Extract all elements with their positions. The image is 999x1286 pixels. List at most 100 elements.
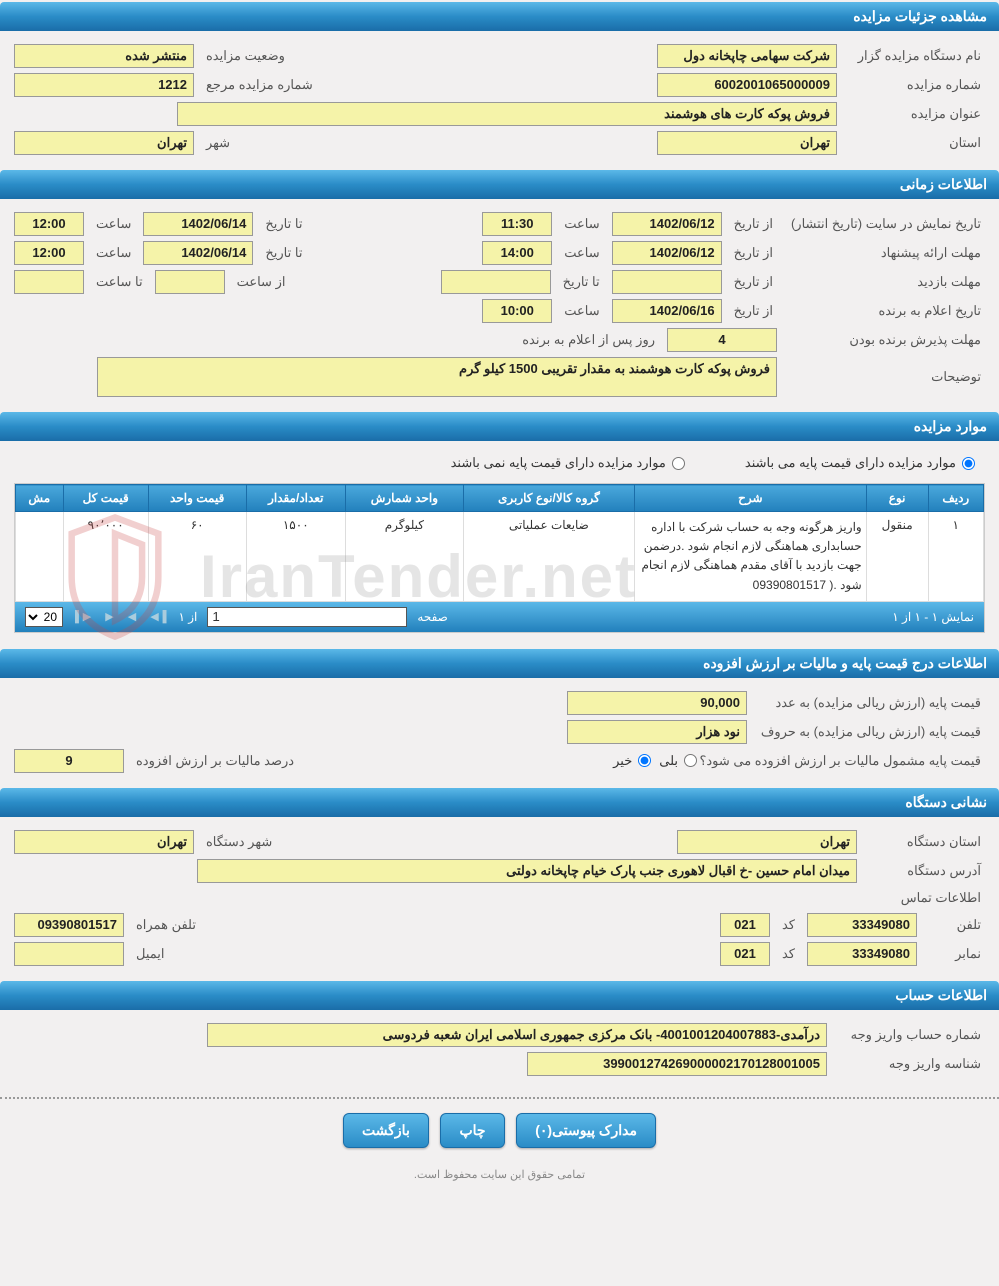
col-img: مش bbox=[16, 485, 64, 512]
section-header-items: موارد مزایده bbox=[0, 412, 999, 441]
num-label: شماره مزایده bbox=[845, 75, 985, 95]
radio-has-base-price[interactable]: موارد مزایده دارای قیمت پایه می باشند bbox=[745, 455, 975, 471]
publish-label: تاریخ نمایش در سایت (تاریخ انتشار) bbox=[785, 214, 985, 234]
winner-from-time: 10:00 bbox=[482, 299, 552, 323]
publish-to-time: 12:00 bbox=[14, 212, 84, 236]
items-table: ردیف نوع شرح گروه کالا/نوع کاربری واحد ش… bbox=[15, 484, 984, 602]
cell-img bbox=[16, 512, 64, 602]
cell-group: ضایعات عملیاتی bbox=[463, 512, 634, 602]
attachments-button[interactable]: مدارک پیوستی(۰) bbox=[516, 1113, 656, 1148]
acc-id-value: 399001274269000002170128001005 bbox=[527, 1052, 827, 1076]
province-label: استان bbox=[845, 133, 985, 153]
addr-province-label: استان دستگاه bbox=[865, 832, 985, 852]
offer-from-time: 14:00 bbox=[482, 241, 552, 265]
pager-size-select[interactable]: 20 bbox=[25, 607, 63, 627]
city-value: تهران bbox=[14, 131, 194, 155]
addr-city-label: شهر دستگاه bbox=[202, 832, 276, 852]
desc-value: فروش پوکه کارت هوشمند به مقدار تقریبی 15… bbox=[97, 357, 777, 397]
org-value: شرکت سهامی چاپخانه دول bbox=[657, 44, 837, 68]
visit-from-time bbox=[155, 270, 225, 294]
cell-unit-price: ۶۰ bbox=[148, 512, 246, 602]
city-label: شهر bbox=[202, 133, 234, 153]
accept-days: 4 bbox=[667, 328, 777, 352]
offer-from-date: 1402/06/12 bbox=[612, 241, 722, 265]
section-header-price: اطلاعات درج قیمت پایه و مالیات بر ارزش ا… bbox=[0, 649, 999, 678]
cell-desc: واریز هرگونه وجه به حساب شرکت با اداره ح… bbox=[635, 512, 867, 602]
visit-to-time bbox=[14, 270, 84, 294]
time-label2: ساعت bbox=[92, 214, 135, 234]
radio-vat-yes[interactable]: بلی bbox=[659, 753, 697, 769]
col-unit-price: قیمت واحد bbox=[148, 485, 246, 512]
ref-value: 1212 bbox=[14, 73, 194, 97]
winner-from-date: 1402/06/16 bbox=[612, 299, 722, 323]
fax-value: 33349080 bbox=[807, 942, 917, 966]
radio-no-input[interactable] bbox=[672, 457, 685, 470]
cell-unit: کیلوگرم bbox=[345, 512, 463, 602]
province-value: تهران bbox=[657, 131, 837, 155]
radio-no-base-price[interactable]: موارد مزایده دارای قیمت پایه نمی باشند bbox=[451, 455, 685, 471]
pager-prev-icon[interactable]: ◀ bbox=[126, 610, 138, 623]
offer-to-time: 12:00 bbox=[14, 241, 84, 265]
pager-summary: نمایش ۱ - ۱ از ۱ bbox=[892, 610, 974, 624]
col-type: نوع bbox=[866, 485, 928, 512]
num-value: 6002001065000009 bbox=[657, 73, 837, 97]
fax-label: نمابر bbox=[925, 944, 985, 964]
col-qty: تعداد/مقدار bbox=[246, 485, 345, 512]
phone-label: تلفن bbox=[925, 915, 985, 935]
radio-has-input[interactable] bbox=[962, 457, 975, 470]
section-header-time: اطلاعات زمانی bbox=[0, 170, 999, 199]
ref-label: شماره مزایده مرجع bbox=[202, 75, 317, 95]
phone-value: 33349080 bbox=[807, 913, 917, 937]
visit-label: مهلت بازدید bbox=[785, 272, 985, 292]
pager-page-input[interactable] bbox=[207, 607, 407, 627]
col-row: ردیف bbox=[928, 485, 983, 512]
email-label: ایمیل bbox=[132, 944, 169, 964]
col-desc: شرح bbox=[635, 485, 867, 512]
status-value: منتشر شده bbox=[14, 44, 194, 68]
pager-first-icon[interactable]: ▐◀ bbox=[148, 610, 168, 623]
print-button[interactable]: چاپ bbox=[440, 1113, 504, 1148]
addr-label: آدرس دستگاه bbox=[865, 861, 985, 881]
fax-code-value: 021 bbox=[720, 942, 770, 966]
winner-label: تاریخ اعلام به برنده bbox=[785, 301, 985, 321]
acc-label: شماره حساب واریز وجه bbox=[835, 1025, 985, 1045]
section-header-address: نشانی دستگاه bbox=[0, 788, 999, 817]
from-date-label: از تاریخ bbox=[730, 214, 777, 234]
table-pager: نمایش ۱ - ۱ از ۱ صفحه از ۱ ▐◀ ◀ ▶ ▶▌ 20 bbox=[15, 602, 984, 632]
title-label: عنوان مزایده bbox=[845, 104, 985, 124]
pager-next-icon[interactable]: ▶ bbox=[103, 610, 115, 623]
offer-to-date: 1402/06/14 bbox=[143, 241, 253, 265]
acc-id-label: شناسه واریز وجه bbox=[835, 1054, 985, 1074]
visit-to-date bbox=[441, 270, 551, 294]
cell-type: منقول bbox=[866, 512, 928, 602]
desc-label: توضیحات bbox=[785, 367, 985, 387]
base-txt-label: قیمت پایه (ارزش ریالی مزایده) به حروف bbox=[755, 722, 985, 742]
radio-vat-no[interactable]: خیر bbox=[613, 753, 651, 769]
org-label: نام دستگاه مزایده گزار bbox=[845, 46, 985, 66]
to-date-label: تا تاریخ bbox=[261, 214, 306, 234]
col-unit: واحد شمارش bbox=[345, 485, 463, 512]
fax-code-label: کد bbox=[778, 944, 799, 964]
accept-suffix: روز پس از اعلام به برنده bbox=[518, 330, 659, 350]
table-row[interactable]: ۱ منقول واریز هرگونه وجه به حساب شرکت با… bbox=[16, 512, 984, 602]
back-button[interactable]: بازگشت bbox=[343, 1113, 429, 1148]
base-num-label: قیمت پایه (ارزش ریالی مزایده) به عدد bbox=[755, 693, 985, 713]
cell-total: ۹۰٬۰۰۰ bbox=[63, 512, 148, 602]
title-value: فروش پوکه کارت های هوشمند bbox=[177, 102, 837, 126]
addr-value: میدان امام حسین -خ اقبال لاهوری جنب پارک… bbox=[197, 859, 857, 883]
mobile-label: تلفن همراه bbox=[132, 915, 200, 935]
vat-q-label: قیمت پایه مشمول مالیات بر ارزش افزوده می… bbox=[705, 751, 985, 771]
col-group: گروه کالا/نوع کاربری bbox=[463, 485, 634, 512]
footer-text: تمامی حقوق این سایت محفوظ است. bbox=[0, 1162, 999, 1187]
vat-pct-value: 9 bbox=[14, 749, 124, 773]
phone-code-value: 021 bbox=[720, 913, 770, 937]
publish-to-date: 1402/06/14 bbox=[143, 212, 253, 236]
base-num-value: 90,000 bbox=[567, 691, 747, 715]
email-value bbox=[14, 942, 124, 966]
section-header-details: مشاهده جزئیات مزایده bbox=[0, 2, 999, 31]
addr-province-value: تهران bbox=[677, 830, 857, 854]
pager-last-icon[interactable]: ▶▌ bbox=[73, 610, 93, 623]
section-header-account: اطلاعات حساب bbox=[0, 981, 999, 1010]
acc-value: درآمدی-4001001204007883- بانک مرکزی جمهو… bbox=[207, 1023, 827, 1047]
col-total: قیمت کل bbox=[63, 485, 148, 512]
